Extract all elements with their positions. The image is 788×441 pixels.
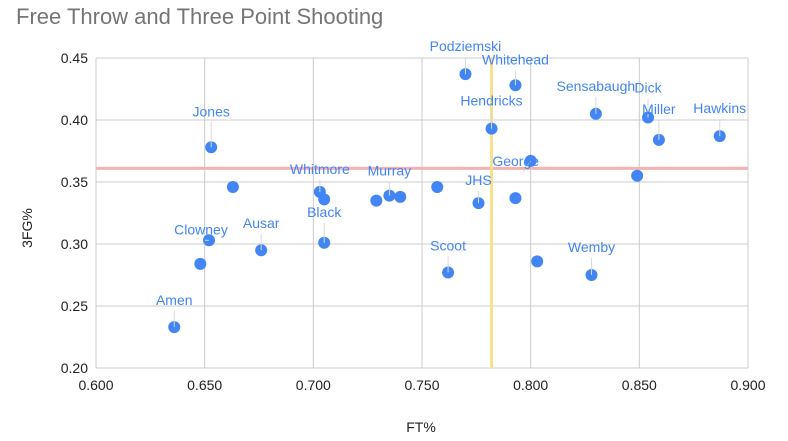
x-tick-label: 0.700 — [296, 377, 331, 393]
data-point — [255, 244, 268, 257]
point-label: JHS — [465, 172, 491, 188]
y-tick-label: 0.35 — [61, 174, 88, 190]
point-label: Wemby — [568, 239, 615, 255]
reference-lines — [96, 58, 748, 368]
y-tick-label: 0.25 — [61, 298, 88, 314]
point-label: Clowney — [174, 221, 228, 237]
grid-lines — [95, 57, 749, 369]
data-point — [631, 169, 644, 182]
point-label: Scoot — [430, 238, 466, 254]
point-label: Miller — [642, 101, 676, 117]
point-label: Dick — [634, 80, 662, 96]
data-point — [531, 255, 544, 268]
x-tick-label: 0.750 — [404, 377, 439, 393]
y-axis-title: 3FG% — [19, 208, 35, 248]
data-point — [509, 192, 522, 205]
point-label: Hendricks — [460, 93, 522, 109]
data-point — [318, 193, 331, 206]
data-point — [431, 180, 444, 193]
point-label: Amen — [156, 292, 193, 308]
data-point — [226, 180, 239, 193]
y-tick-label: 0.45 — [61, 50, 88, 66]
y-tick-label: 0.20 — [61, 360, 88, 376]
x-tick-label: 0.900 — [730, 377, 765, 393]
point-label: Whitehead — [482, 51, 549, 67]
point-label: Black — [307, 204, 342, 220]
tick-labels: 0.600 0.650 0.700 0.750 0.800 0.850 0.900 0.20 0… — [61, 50, 766, 393]
data-point — [394, 190, 407, 203]
label-leader-line — [522, 160, 532, 173]
point-label: Murray — [368, 163, 412, 179]
point-label: Ausar — [243, 215, 280, 231]
y-tick-label: 0.40 — [61, 112, 88, 128]
point-labels: Amen Clowney Jones Ausar Whitmore Black Murray… — [156, 38, 746, 328]
x-tick-label: 0.650 — [187, 377, 222, 393]
x-axis-title: FT% — [406, 419, 436, 435]
x-tick-label: 0.800 — [513, 377, 548, 393]
point-label: Podziemski — [430, 38, 502, 54]
point-label: George — [492, 153, 539, 169]
point-label: Hawkins — [693, 100, 746, 116]
point-label: Jones — [193, 103, 230, 119]
data-point — [194, 257, 207, 270]
chart-title: Free Throw and Three Point Shooting — [16, 4, 384, 29]
point-label: Whitmore — [290, 161, 350, 177]
y-tick-label: 0.30 — [61, 236, 88, 252]
x-tick-label: 0.600 — [78, 377, 113, 393]
point-label: Sensabaugh — [557, 78, 636, 94]
x-tick-label: 0.850 — [622, 377, 657, 393]
data-point — [370, 194, 383, 207]
